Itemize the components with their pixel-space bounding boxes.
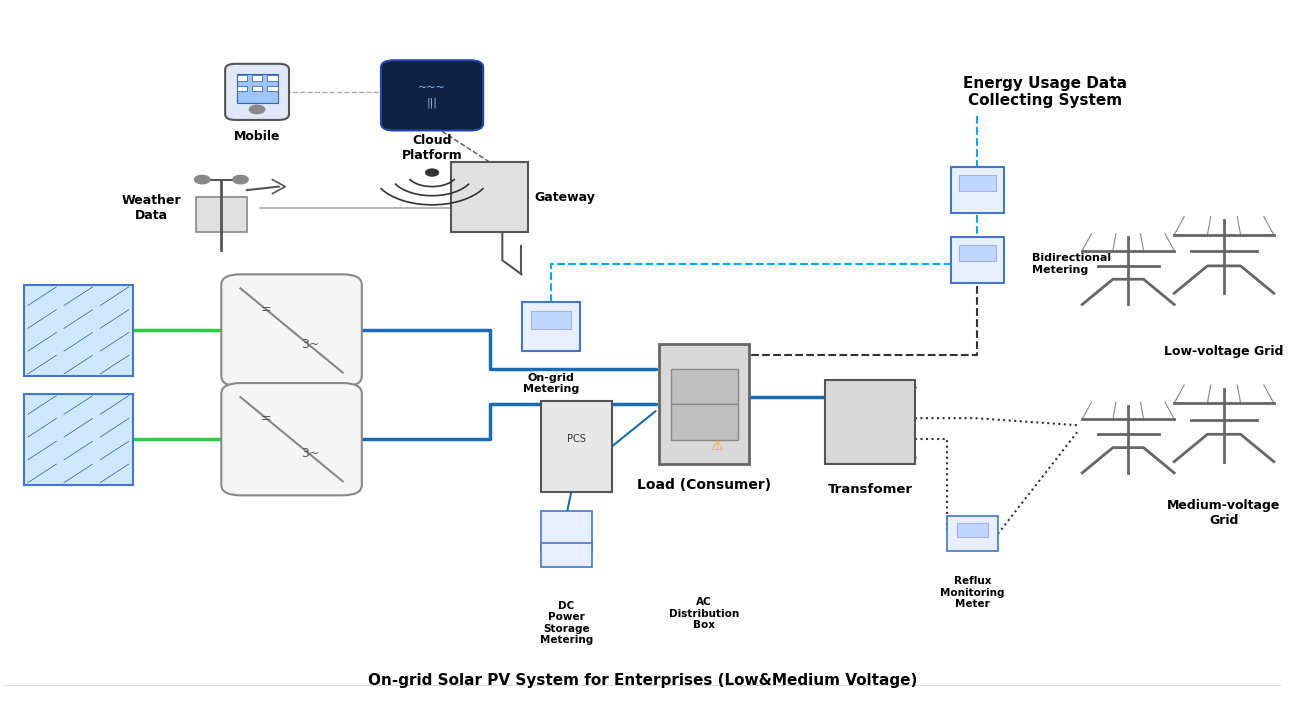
Bar: [23, 285, 133, 376]
Bar: [252, 75, 263, 81]
Bar: [671, 404, 737, 439]
Text: On-grid
Metering: On-grid Metering: [523, 373, 578, 394]
Text: ⚠: ⚠: [711, 439, 723, 453]
Bar: [530, 311, 571, 329]
Text: Reflux
Monitoring
Meter: Reflux Monitoring Meter: [940, 576, 1005, 609]
Bar: [268, 75, 277, 81]
Bar: [826, 380, 915, 464]
Bar: [659, 344, 749, 464]
Bar: [237, 75, 247, 81]
Bar: [950, 237, 1005, 283]
Text: DC
Power
Storage
Metering: DC Power Storage Metering: [540, 601, 593, 645]
Text: Weather
Data: Weather Data: [121, 194, 181, 222]
Text: PCS: PCS: [567, 435, 586, 444]
Bar: [958, 245, 996, 261]
Bar: [23, 393, 133, 485]
Text: On-grid Solar PV System for Enterprises (Low&Medium Voltage): On-grid Solar PV System for Enterprises …: [368, 673, 918, 688]
Text: |||: |||: [426, 97, 438, 108]
Bar: [541, 511, 592, 550]
Text: =: =: [261, 412, 272, 425]
Bar: [957, 523, 988, 537]
Bar: [237, 74, 277, 103]
Text: Medium-voltage
Grid: Medium-voltage Grid: [1167, 499, 1280, 527]
Text: Load (Consumer): Load (Consumer): [637, 478, 771, 492]
Text: Gateway: Gateway: [534, 190, 595, 204]
Circle shape: [425, 169, 438, 176]
Bar: [451, 162, 528, 232]
Text: Mobile: Mobile: [234, 131, 281, 143]
Bar: [958, 175, 996, 191]
Bar: [946, 516, 998, 552]
Bar: [671, 368, 737, 405]
FancyBboxPatch shape: [221, 274, 361, 386]
Bar: [252, 86, 263, 91]
FancyBboxPatch shape: [221, 383, 361, 496]
Text: Transfomer: Transfomer: [828, 483, 913, 496]
Circle shape: [250, 105, 265, 114]
Bar: [268, 86, 277, 91]
Circle shape: [195, 175, 209, 184]
Bar: [196, 197, 247, 232]
Text: Low-voltage Grid: Low-voltage Grid: [1165, 345, 1283, 358]
Bar: [237, 86, 247, 91]
Text: 3~: 3~: [302, 447, 320, 460]
Text: AC
Distribution
Box: AC Distribution Box: [670, 597, 740, 630]
Text: 3~: 3~: [302, 338, 320, 351]
Circle shape: [233, 175, 248, 184]
Bar: [523, 302, 580, 351]
Bar: [541, 543, 592, 567]
Text: =: =: [261, 303, 272, 316]
Bar: [950, 168, 1005, 213]
Text: Cloud
Platform: Cloud Platform: [402, 134, 463, 162]
FancyBboxPatch shape: [225, 64, 289, 120]
Text: Bidirectional
Metering: Bidirectional Metering: [1032, 253, 1112, 275]
Bar: [541, 400, 611, 492]
Text: ~~~: ~~~: [419, 83, 446, 94]
Text: Energy Usage Data
Collecting System: Energy Usage Data Collecting System: [963, 76, 1127, 108]
FancyBboxPatch shape: [381, 60, 484, 131]
